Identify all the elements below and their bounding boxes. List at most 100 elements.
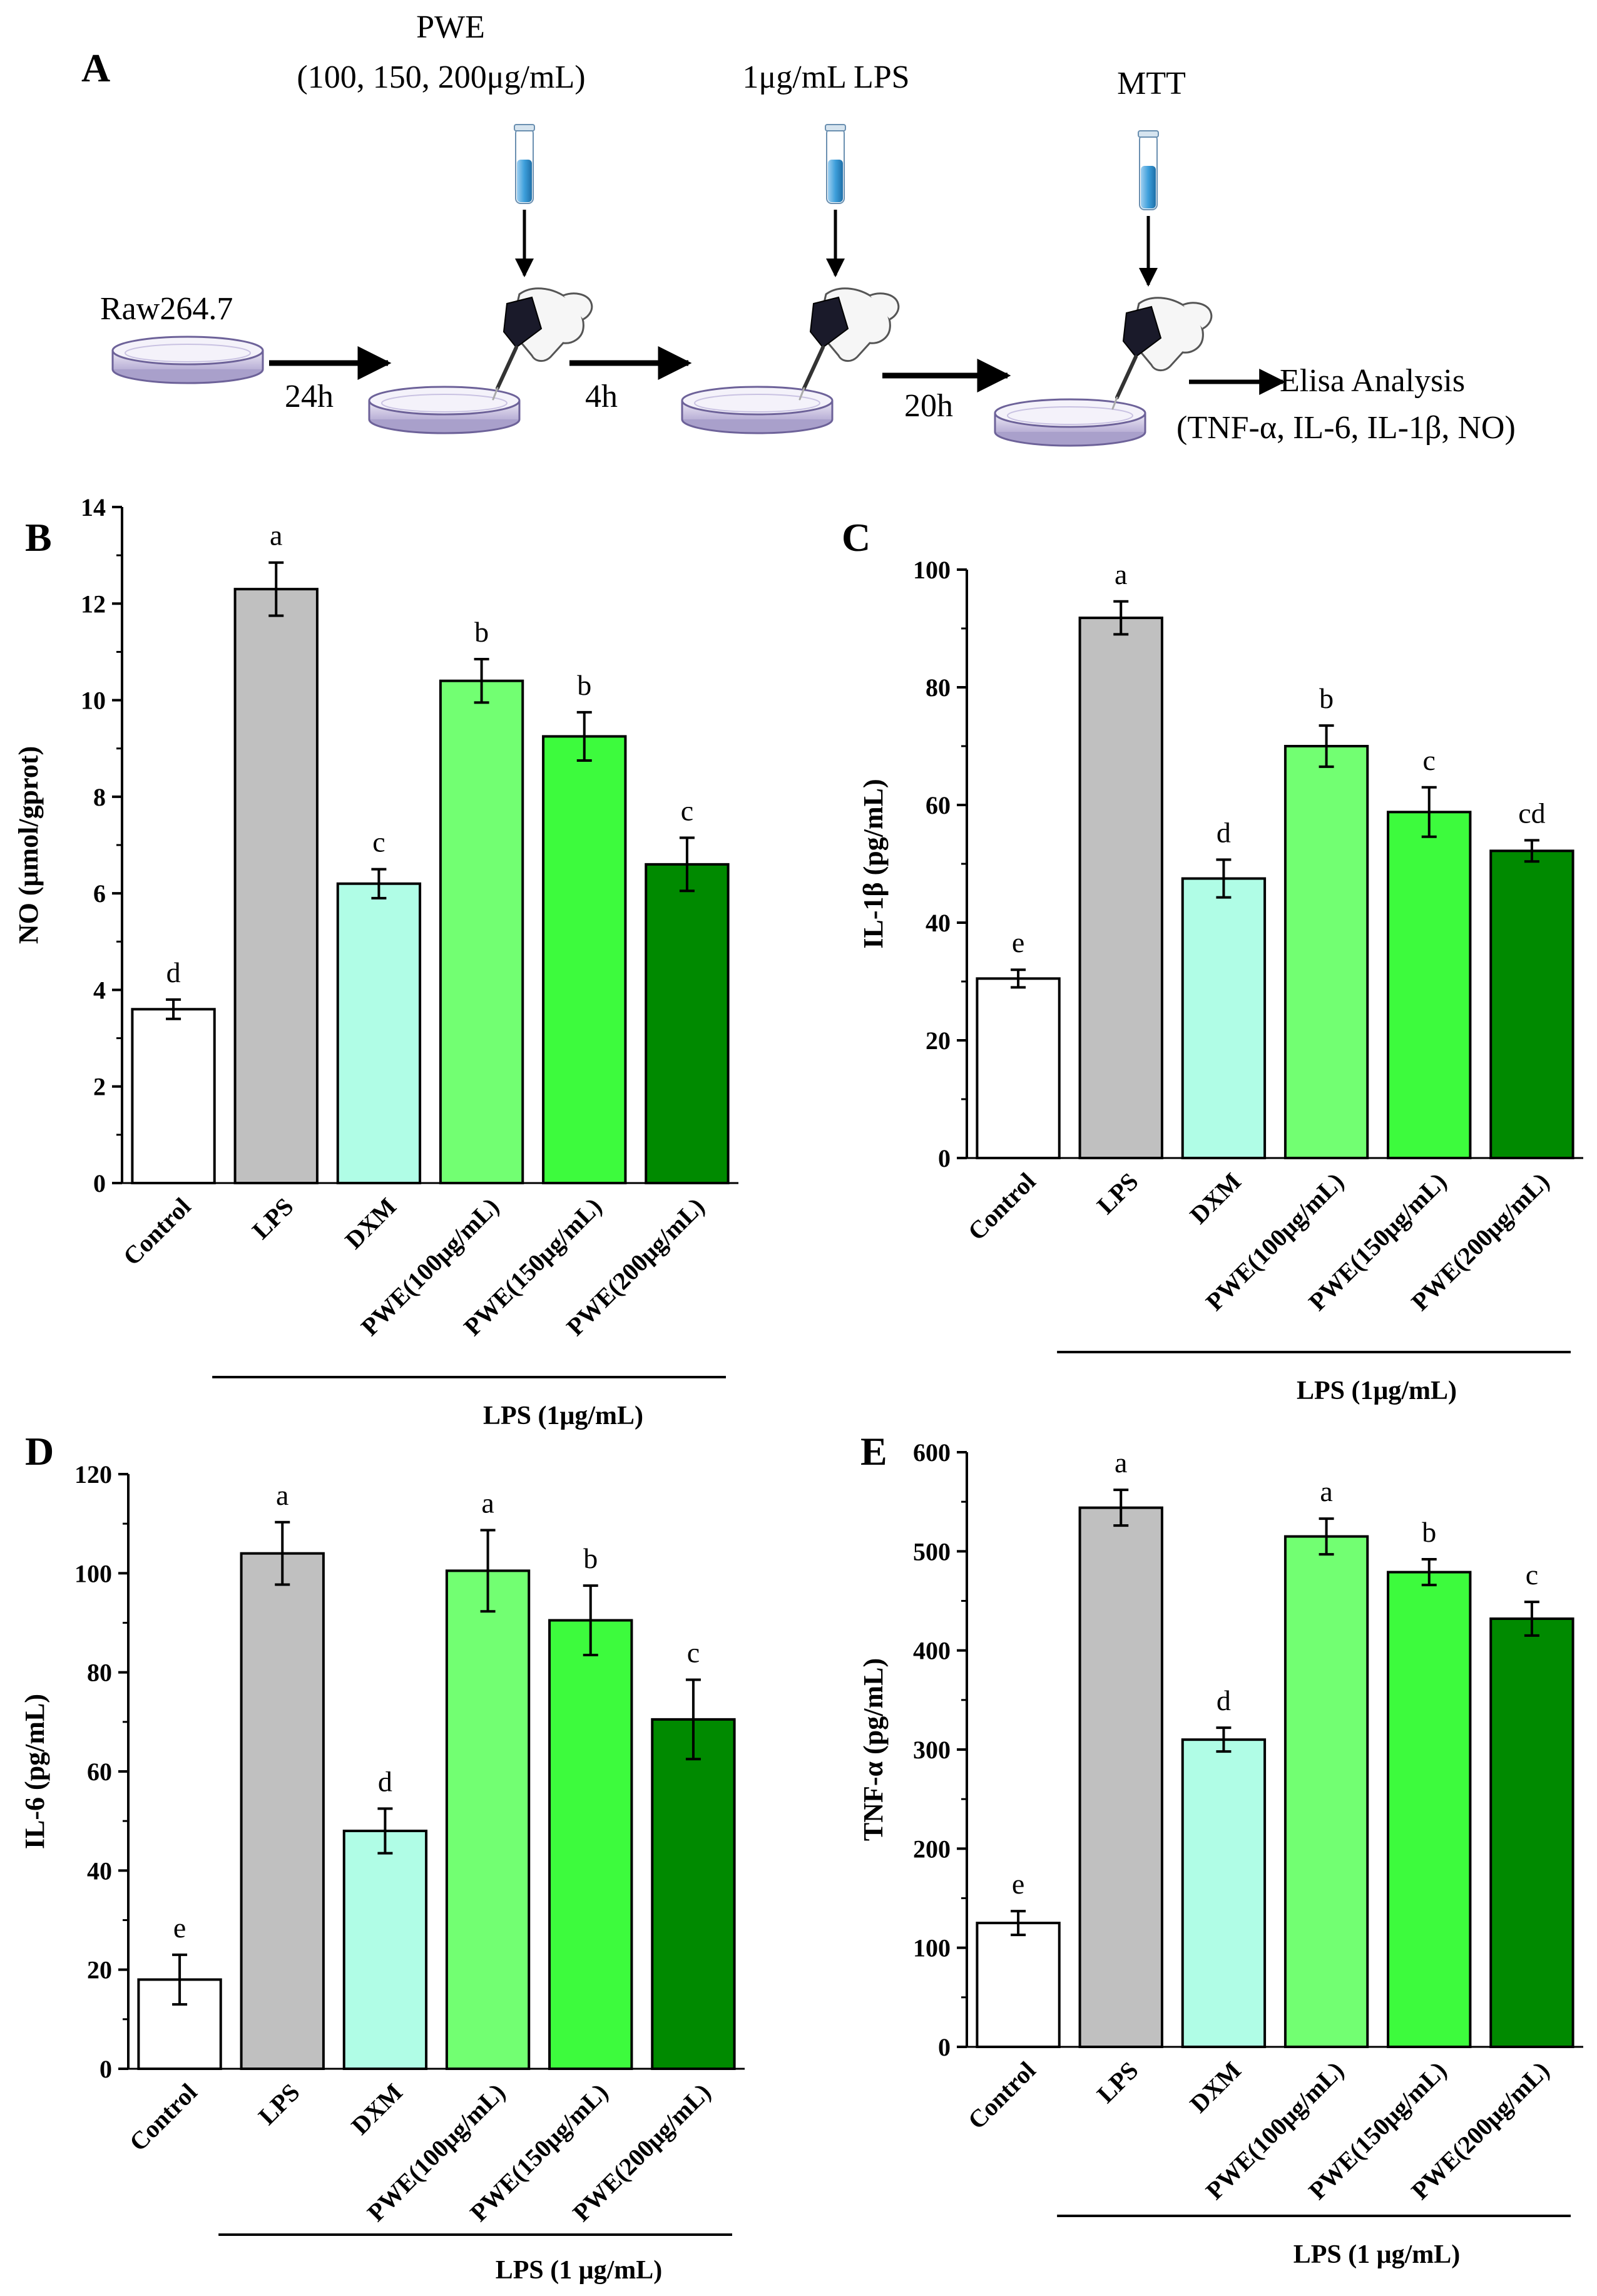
bar-2 xyxy=(1078,1506,1163,2049)
y-tick-label: 14 xyxy=(81,493,106,521)
category-label: LPS xyxy=(1091,1167,1144,1220)
category-label: LPS xyxy=(1091,2056,1144,2109)
y-tick-label: 4 xyxy=(93,976,106,1004)
y-tick-label: 400 xyxy=(913,1637,951,1665)
y-tick-label: 100 xyxy=(913,556,951,584)
significance-letter: d xyxy=(166,956,181,988)
y-tick-label: 100 xyxy=(913,1934,951,1962)
lps-group-label: LPS (1 μg/mL) xyxy=(1293,2240,1460,2269)
bar-3 xyxy=(1181,1738,1267,2049)
bar-6 xyxy=(1489,1617,1574,2048)
y-tick-label: 0 xyxy=(938,2033,951,2061)
y-tick-label: 12 xyxy=(81,590,106,618)
category-label: DXM xyxy=(1184,1167,1246,1229)
y-tick-label: 10 xyxy=(81,687,106,715)
y-tick-label: 0 xyxy=(93,1169,106,1197)
y-tick-label: 300 xyxy=(913,1736,951,1764)
time-label-24h: 24h xyxy=(285,379,334,414)
y-tick-label: 8 xyxy=(93,783,106,811)
y-tick-label: 6 xyxy=(93,879,106,908)
reagent-pwe-detail: (100, 150, 200μg/mL) xyxy=(297,59,585,95)
bar-5 xyxy=(1387,811,1472,1159)
lps-group-label: LPS (1 μg/mL) xyxy=(496,2256,662,2285)
chart-panel-b-no: B 0 2 4 6 8 10 12 14 NO (μmol/gprot) d Control a LPS c… xyxy=(13,493,738,1430)
significance-letter: a xyxy=(481,1487,494,1519)
schematic-panel: A Raw264.7 24h PWE (100, 150, 200μg/mL) … xyxy=(81,9,1516,447)
significance-letter: c xyxy=(1423,744,1436,776)
bar-1 xyxy=(976,1922,1061,2048)
y-tick-label: 500 xyxy=(913,1537,951,1566)
dish-icon-3 xyxy=(681,386,834,434)
reagent-mtt-label: MTT xyxy=(1117,66,1186,101)
y-tick-label: 100 xyxy=(74,1559,112,1587)
significance-letter: c xyxy=(687,1637,700,1669)
panel-letter-e: E xyxy=(860,1429,887,1473)
significance-letter: c xyxy=(372,826,385,858)
time-label-20h: 20h xyxy=(904,388,953,424)
bar-3 xyxy=(1181,877,1267,1159)
y-tick-label: 40 xyxy=(926,909,951,937)
y-tick-label: 80 xyxy=(87,1659,112,1687)
category-label: DXM xyxy=(1184,2056,1246,2118)
cell-line-label: Raw264.7 xyxy=(100,291,233,327)
y-tick-label: 60 xyxy=(926,791,951,819)
final-step-detail: (TNF-α, IL-6, IL-1β, NO) xyxy=(1176,410,1516,446)
test-tube-icon-3 xyxy=(1138,130,1159,210)
chart-panel-e-tnfa: E 0 100 200 300 400 500 600 TNF-α (pg/mL) e Contro… xyxy=(858,1429,1583,2269)
final-step-label: Elisa Analysis xyxy=(1280,363,1465,399)
y-tick-label: 20 xyxy=(87,1956,112,1984)
dish-icon-2 xyxy=(368,386,521,434)
y-tick-label: 600 xyxy=(913,1438,951,1467)
significance-letter: b xyxy=(583,1542,598,1574)
pipette-hand-icon-3 xyxy=(1113,298,1212,409)
y-tick-label: 40 xyxy=(87,1857,112,1885)
panel-letter-c: C xyxy=(842,515,870,560)
significance-letter: a xyxy=(276,1479,288,1511)
panel-letter-b: B xyxy=(25,515,52,560)
bar-3 xyxy=(336,882,422,1184)
significance-letter: cd xyxy=(1518,797,1545,829)
significance-letter: e xyxy=(1012,926,1024,958)
category-label: LPS xyxy=(247,1192,299,1245)
y-tick-label: 2 xyxy=(93,1073,106,1101)
bar-5 xyxy=(1387,1571,1472,2048)
category-label: Control xyxy=(962,2056,1041,2135)
category-label: DXM xyxy=(345,2078,407,2140)
y-axis-label: IL-1β (pg/mL) xyxy=(858,779,889,948)
bar-5 xyxy=(548,1619,633,2071)
reagent-pwe-label: PWE xyxy=(416,9,485,45)
significance-letter: d xyxy=(1217,816,1231,848)
significance-letter: b xyxy=(1319,682,1334,714)
bar-4 xyxy=(1283,1535,1369,2048)
bar-2 xyxy=(1078,617,1163,1159)
significance-letter: c xyxy=(681,794,693,826)
reagent-lps-label: 1μg/mL LPS xyxy=(742,59,909,95)
test-tube-icon-2 xyxy=(825,124,846,204)
significance-letter: e xyxy=(1012,1868,1024,1900)
category-label: DXM xyxy=(339,1192,401,1254)
bar-4 xyxy=(445,1569,531,2070)
lps-group-label: LPS (1μg/mL) xyxy=(483,1402,643,1430)
bar-1 xyxy=(131,1008,216,1185)
test-tube-icon-1 xyxy=(514,124,535,204)
y-tick-label: 120 xyxy=(74,1460,112,1489)
significance-letter: c xyxy=(1526,1559,1538,1591)
bar-6 xyxy=(1489,849,1574,1159)
significance-letter: a xyxy=(270,520,282,551)
y-tick-label: 60 xyxy=(87,1758,112,1786)
significance-letter: b xyxy=(474,616,489,648)
pipette-hand-icon-1 xyxy=(493,289,592,399)
y-tick-label: 0 xyxy=(938,1144,951,1172)
bar-6 xyxy=(645,863,730,1185)
panel-letter-a: A xyxy=(81,46,110,90)
category-label: Control xyxy=(124,2078,203,2157)
y-tick-label: 200 xyxy=(913,1835,951,1863)
pipette-hand-icon-2 xyxy=(800,289,899,399)
y-tick-label: 20 xyxy=(926,1027,951,1055)
chart-panel-c-il1b: C 0 20 40 60 80 100 IL-1β (pg/mL) e Control a LPS d D… xyxy=(842,515,1583,1405)
bar-6 xyxy=(651,1718,736,2070)
lps-group-label: LPS (1μg/mL) xyxy=(1297,1376,1457,1405)
time-label-4h: 4h xyxy=(585,379,618,414)
significance-letter: e xyxy=(173,1912,186,1944)
